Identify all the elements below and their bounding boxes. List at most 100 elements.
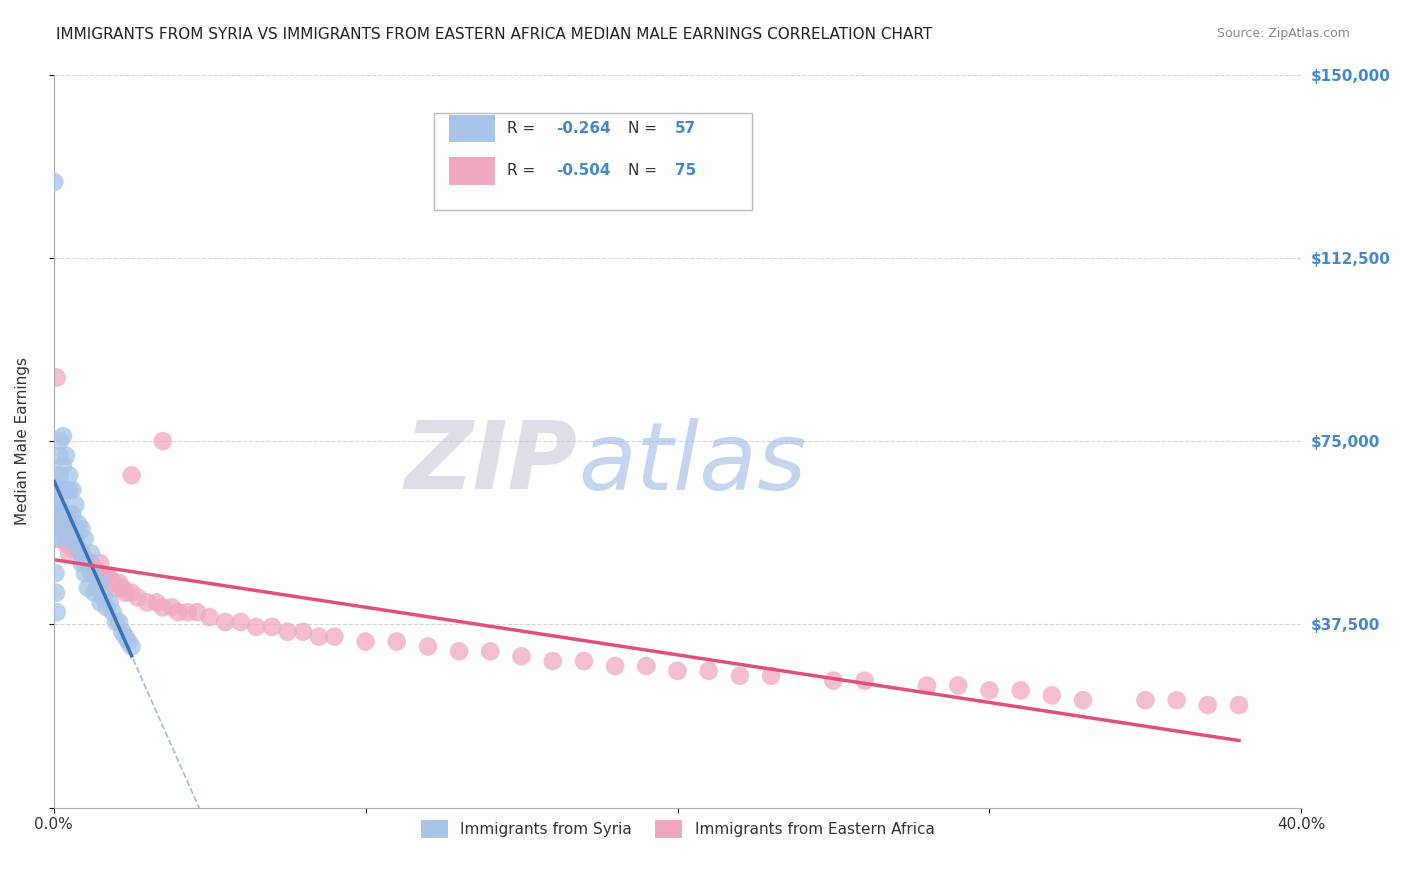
Point [93,591,115,605]
Point [46,522,69,536]
Point [52,458,75,473]
Point [93,571,115,585]
Point [666,664,689,678]
Point [121,468,143,483]
Point [65,532,87,546]
Point [1197,698,1219,712]
Point [948,679,970,693]
Point [245,620,267,634]
Point [45,605,67,619]
Point [60,508,83,522]
Point [77,557,100,571]
Point [979,683,1001,698]
Point [73,557,96,571]
Point [86,566,108,581]
Point [52,517,75,532]
Point [177,605,200,619]
Point [83,561,105,575]
Point [277,624,299,639]
Text: -0.264: -0.264 [557,120,612,136]
Point [45,508,67,522]
Point [67,541,90,556]
Point [44,566,66,581]
Point [70,547,93,561]
Point [44,532,66,546]
Point [915,679,938,693]
Point [49,532,72,546]
Point [853,673,876,688]
Point [759,669,782,683]
Point [229,615,252,629]
Point [49,434,72,449]
Point [823,673,845,688]
Point [45,370,67,384]
Point [214,615,236,629]
Point [80,557,103,571]
Point [1040,689,1063,703]
Point [58,547,80,561]
Point [86,581,108,595]
Point [510,649,533,664]
Point [67,541,90,556]
Point [55,508,77,522]
Point [260,620,283,634]
Point [83,566,105,581]
Point [60,541,83,556]
Point [697,664,720,678]
Point [52,429,75,443]
Point [89,575,111,590]
Point [70,547,93,561]
Point [479,644,502,658]
Y-axis label: Median Male Earnings: Median Male Earnings [15,357,30,525]
Point [603,659,626,673]
Point [114,585,136,599]
Point [114,630,136,644]
Point [385,634,408,648]
Point [145,595,167,609]
Text: -0.504: -0.504 [557,163,612,178]
Point [73,532,96,546]
FancyBboxPatch shape [449,115,495,142]
Point [1135,693,1157,707]
Point [354,634,377,648]
Point [49,468,72,483]
Text: N =: N = [627,163,657,178]
Point [98,571,121,585]
Point [52,483,75,497]
Point [160,600,183,615]
Point [167,605,190,619]
Point [186,605,208,619]
Point [46,512,69,526]
Point [98,595,121,609]
Point [101,605,124,619]
Point [121,585,143,599]
Text: Source: ZipAtlas.com: Source: ZipAtlas.com [1216,27,1350,40]
Point [49,449,72,463]
Text: N =: N = [627,120,657,136]
Point [46,522,69,536]
Point [45,498,67,512]
Point [1071,693,1094,707]
Point [152,600,174,615]
Point [65,498,87,512]
Text: atlas: atlas [578,417,806,508]
Point [101,575,124,590]
Point [60,532,83,546]
Point [58,532,80,546]
Point [73,566,96,581]
Point [96,571,118,585]
Point [83,585,105,599]
Point [152,434,174,449]
Point [108,615,131,629]
Point [46,517,69,532]
Text: 57: 57 [675,120,696,136]
Point [60,483,83,497]
Point [105,581,128,595]
Text: R =: R = [506,120,534,136]
Point [80,566,103,581]
Point [73,551,96,566]
FancyBboxPatch shape [449,157,495,185]
Point [136,595,159,609]
Point [44,175,66,189]
Legend: Immigrants from Syria, Immigrants from Eastern Africa: Immigrants from Syria, Immigrants from E… [415,814,941,844]
